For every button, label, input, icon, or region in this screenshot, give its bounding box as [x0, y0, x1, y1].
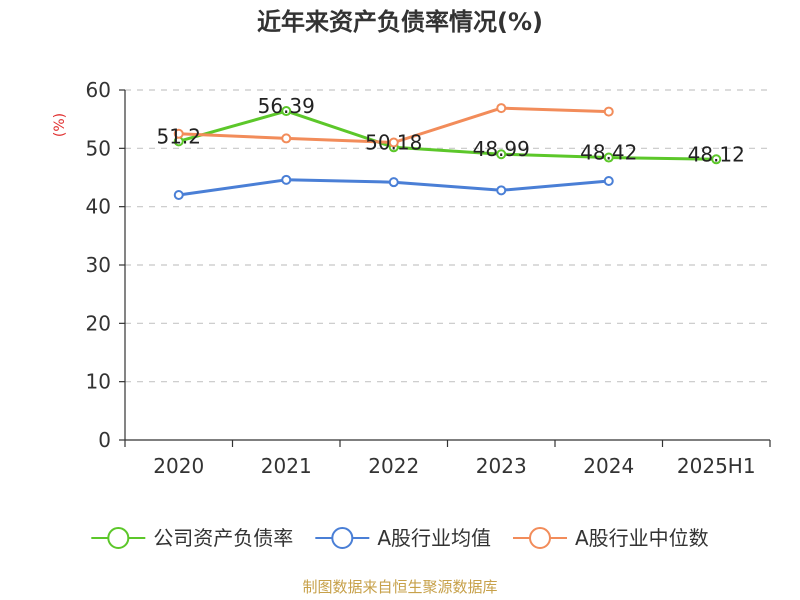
- axes: 0 10 20 30 40 50 60 2020 2021 2022 2023 2024 2025H1: [86, 78, 771, 478]
- x-tick-label-2021: 2021: [261, 454, 312, 478]
- legend-marker-0: [107, 527, 130, 549]
- chart-title: 近年来资产负债率情况(%): [257, 8, 543, 36]
- legend-label-1: A股行业均值: [377, 526, 491, 550]
- x-tick-label-2025H1: 2025H1: [677, 454, 756, 478]
- series-0-point-2024: [603, 152, 614, 163]
- series-2-point-2020: [173, 128, 184, 139]
- series-1-point-2024: [603, 176, 614, 186]
- data-label-2023: 48.99: [473, 137, 530, 161]
- data-label-2021: 56.39: [258, 94, 315, 118]
- data-label-2020: 51.2: [156, 124, 201, 148]
- y-tick-label-0: 0: [98, 428, 111, 452]
- data-label-2022: 50.18: [365, 130, 422, 154]
- y-tick-label-60: 60: [86, 78, 111, 102]
- x-tick-label-2022: 2022: [368, 454, 419, 478]
- legend-marker-2: [529, 527, 551, 549]
- series-2-point-2023: [496, 103, 507, 114]
- data-label-2025H1: 48.12: [688, 142, 745, 166]
- legend-marker-1: [331, 527, 354, 549]
- series-line-0: [178, 109, 717, 161]
- series-lines: [173, 103, 722, 200]
- series-0-point-2023: [496, 149, 507, 160]
- x-tick-label-2020: 2020: [153, 454, 204, 478]
- x-tick-label-2024: 2024: [583, 454, 634, 478]
- y-tick-label-10: 10: [86, 370, 111, 394]
- series-0-point-2021: [281, 106, 292, 117]
- y-axis-unit-label: (%): [52, 113, 68, 137]
- x-tick-label-2023: 2023: [476, 454, 527, 478]
- y-tick-label-20: 20: [86, 311, 111, 335]
- series-1-point-2023: [496, 185, 507, 196]
- series-1-point-2022: [388, 177, 399, 188]
- series-0-point-2025H1: [711, 154, 722, 165]
- y-tick-label-30: 30: [86, 253, 111, 277]
- grid: [125, 89, 770, 383]
- series-1-point-2021: [281, 174, 292, 185]
- y-tick-label-40: 40: [86, 195, 111, 219]
- source-note: 制图数据来自恒生聚源数据库: [302, 578, 497, 596]
- legend: 公司资产负债率 A股行业均值 A股行业中位数: [91, 526, 709, 550]
- series-2-point-2021: [281, 133, 292, 144]
- legend-label-2: A股行业中位数: [575, 526, 709, 550]
- series-2-point-2024: [603, 106, 614, 117]
- legend-label-0: 公司资产负债率: [153, 526, 293, 550]
- series-2-point-2022: [388, 137, 399, 148]
- series-1-point-2020: [173, 190, 184, 200]
- y-tick-label-50: 50: [86, 136, 111, 160]
- data-labels: 51.2 56.39 50.18 48.99 48.42 48.12: [156, 94, 744, 166]
- data-label-2024: 48.42: [580, 141, 637, 165]
